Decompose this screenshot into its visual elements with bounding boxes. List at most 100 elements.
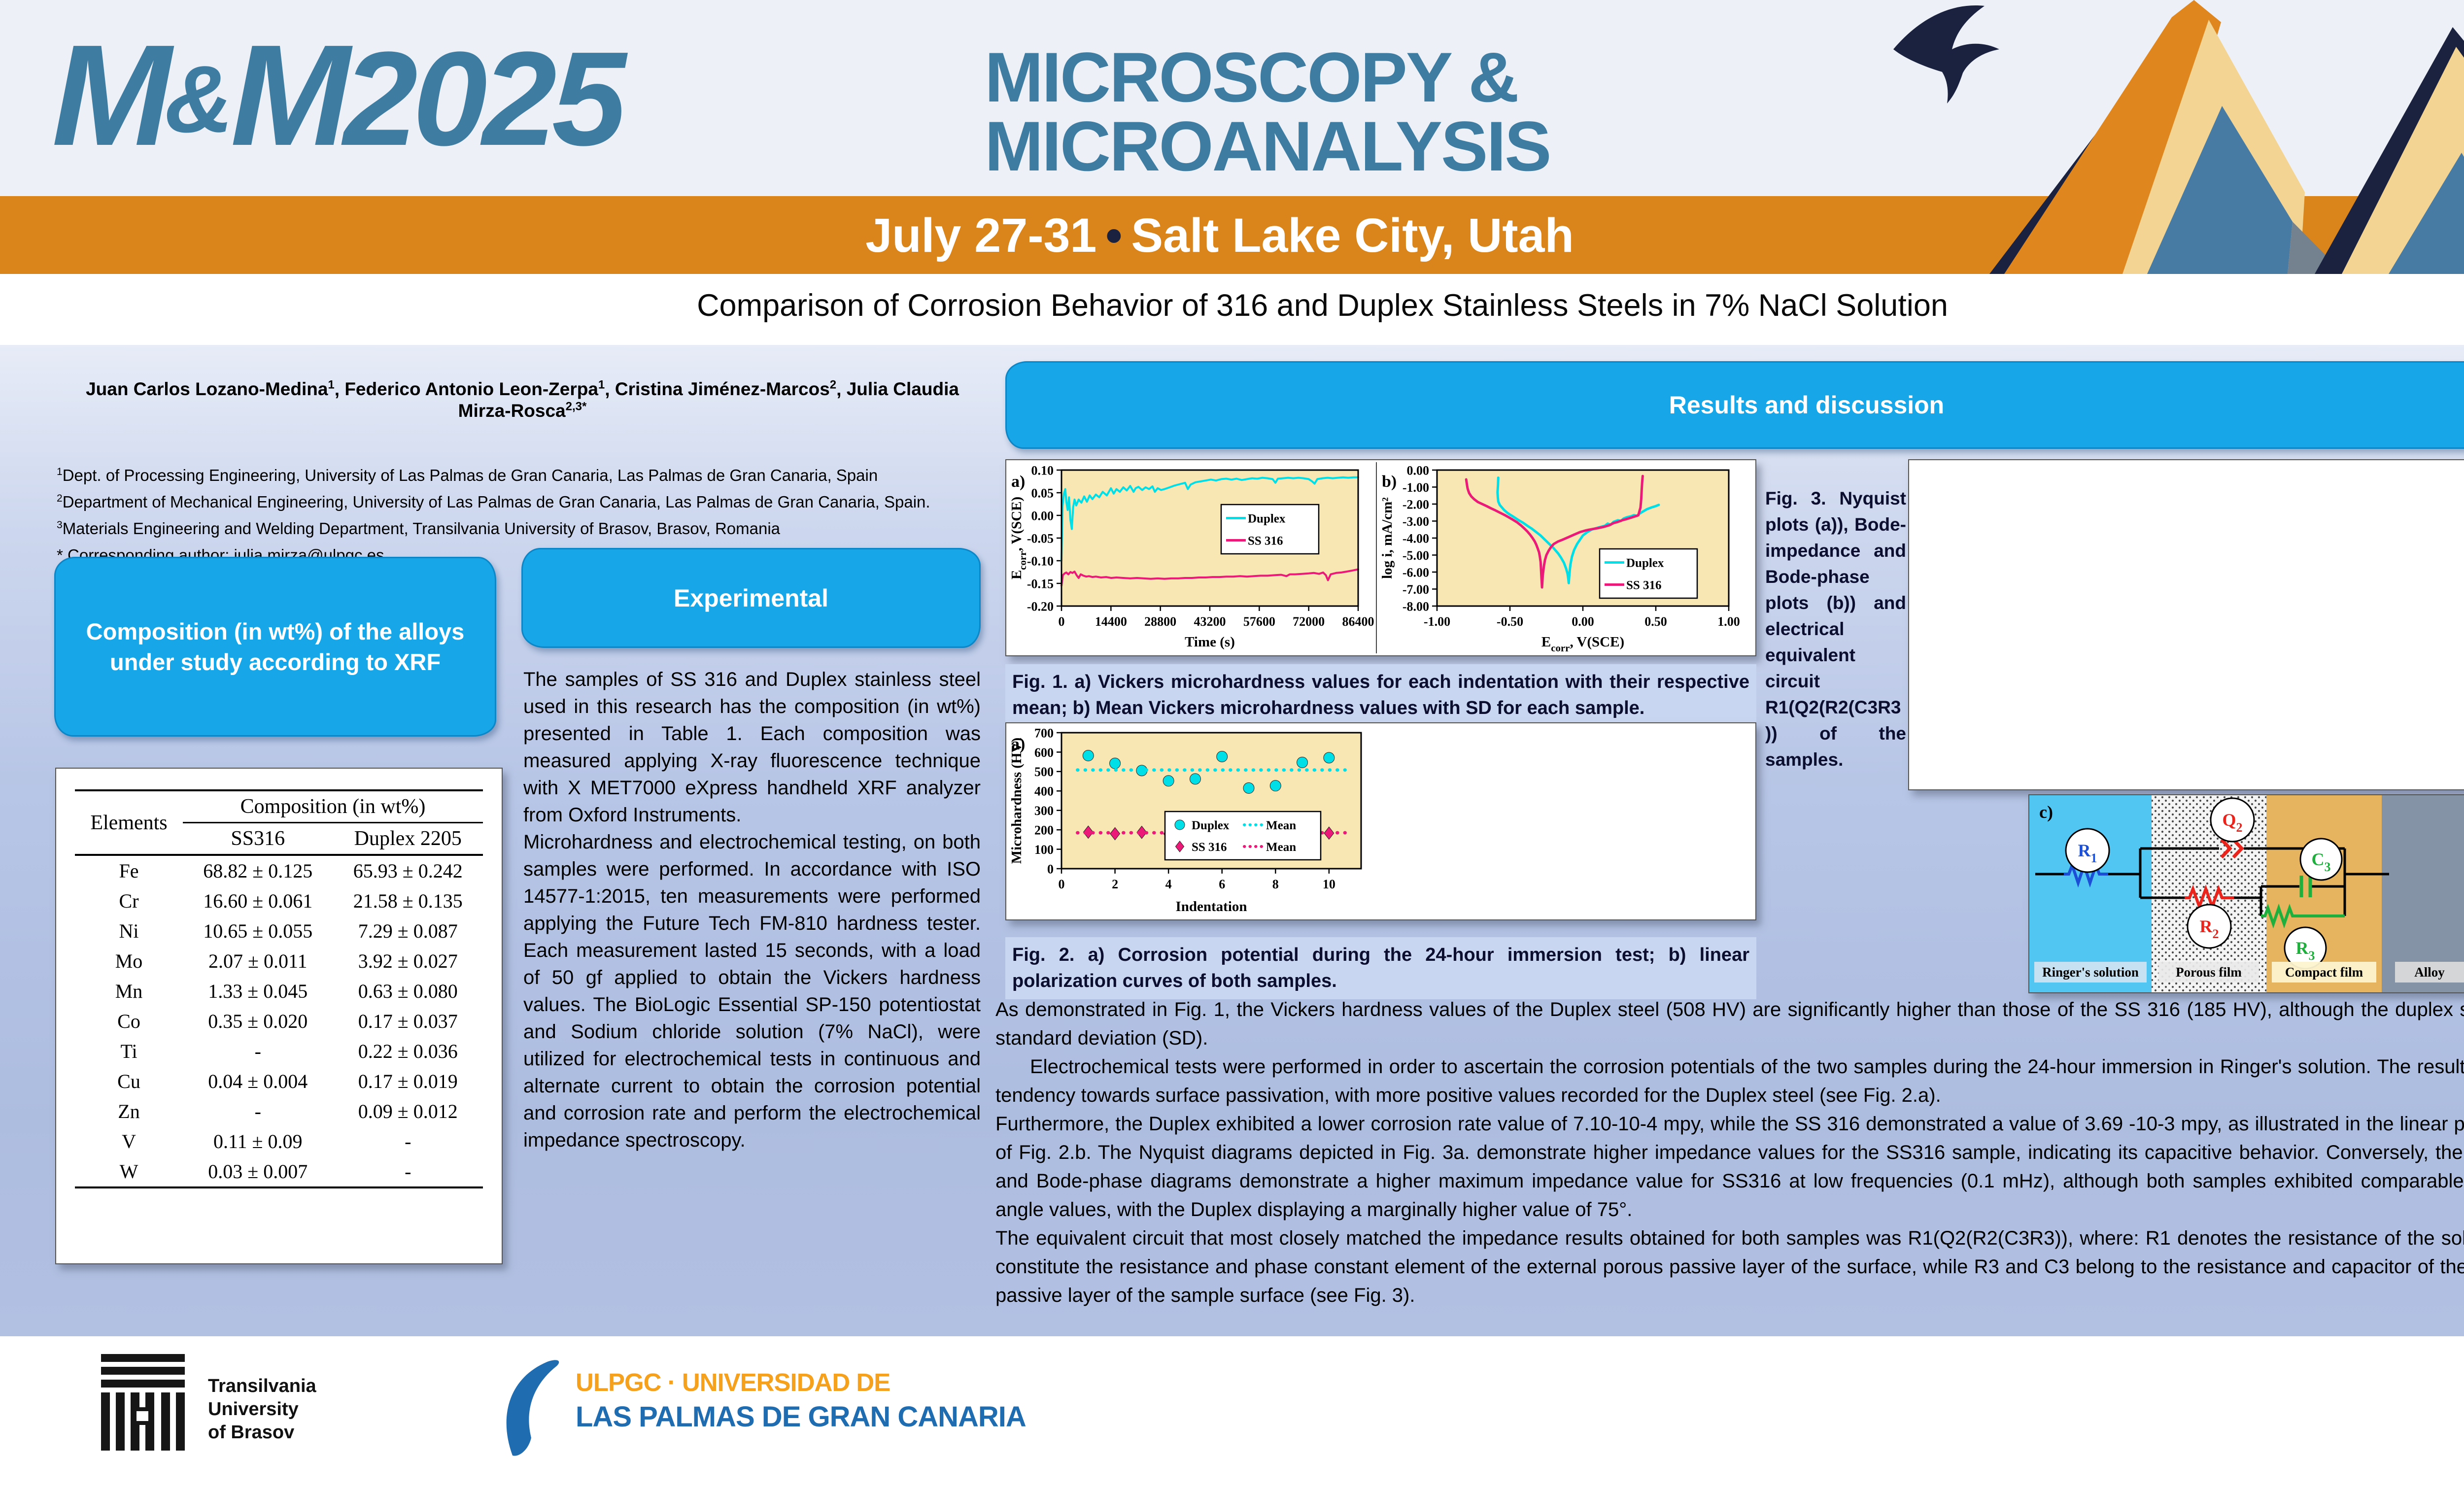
author: Julia Claudia Mirza-Rosca2,3*	[458, 379, 959, 421]
svg-text:-4.00: -4.00	[1403, 531, 1429, 545]
resistor-r2	[2185, 884, 2234, 911]
affiliation-2: 2Department of Mechanical Engineering, U…	[57, 493, 930, 511]
circuit-tag: c)	[2039, 802, 2053, 822]
conference-dates: July 27-31	[865, 208, 1097, 262]
ulpgc-name-bottom: LAS PALMAS DE GRAN CANARIA	[576, 1401, 1027, 1433]
svg-text:1.00: 1.00	[1717, 614, 1740, 629]
capacitor-c3	[2299, 876, 2312, 897]
table-row: Fe 68.82 ± 0.125 65.93 ± 0.242	[119, 860, 463, 882]
figure3-caption: Fig. 3. Nyquist plots (a)), Bode-impedan…	[1765, 488, 1906, 770]
svg-text:Duplex: Duplex	[1626, 557, 1664, 570]
composition-section-header: Composition (in wt%) of the alloys under…	[54, 557, 496, 737]
svg-text:700: 700	[1034, 726, 1054, 740]
svg-text:-7.00: -7.00	[1403, 582, 1429, 597]
svg-text:200: 200	[1034, 823, 1054, 838]
svg-text:Ecorr, V(SCE): Ecorr, V(SCE)	[1009, 497, 1028, 579]
logo-m1: M	[52, 15, 171, 175]
transilvania-university-name: Transilvania University of Brasov	[208, 1376, 316, 1443]
svg-text:600: 600	[1034, 745, 1054, 760]
svg-text:-0.10: -0.10	[1027, 554, 1054, 568]
svg-text:6: 6	[1219, 877, 1225, 891]
experimental-paragraph-2: Microhardness and electrochemical testin…	[523, 831, 981, 1151]
equivalent-circuit-diagram: R1 Q2 R2 C3 R3 Ringer's solution Porous …	[2029, 795, 2464, 992]
equivalent-circuit-panel: R1 Q2 R2 C3 R3 Ringer's solution Porous …	[2028, 794, 2464, 993]
svg-text:R3: R3	[2296, 938, 2315, 963]
svg-text:8: 8	[1272, 877, 1279, 891]
mountains-graphic	[1893, 0, 2464, 274]
svg-text:SS 316: SS 316	[1192, 841, 1227, 854]
svg-text:R1: R1	[2078, 841, 2097, 865]
svg-text:-3.00: -3.00	[1403, 514, 1429, 529]
svg-text:a): a)	[1011, 735, 1025, 753]
table-row: Co 0.35 ± 0.020 0.17 ± 0.037	[117, 1010, 458, 1032]
experimental-section-header: Experimental	[521, 548, 981, 648]
figure1-panel: 0 14400 28800 43200 57600 72000 86400 0.10 0.05 0…	[1005, 459, 1756, 656]
table-header-duplex: Duplex 2205	[333, 822, 483, 856]
logo-year: 2025	[343, 24, 626, 173]
svg-text:0.05: 0.05	[1031, 486, 1054, 500]
conference-title-line2: MICROANALYSIS	[985, 107, 1552, 186]
figure2-caption: Fig. 2. a) Corrosion potential during th…	[1005, 937, 1756, 999]
svg-text:28800: 28800	[1144, 614, 1176, 629]
svg-text:72000: 72000	[1293, 614, 1325, 629]
eagle-icon	[1893, 5, 1999, 103]
svg-text:-0.05: -0.05	[1027, 531, 1054, 545]
discussion-paragraph-1: As demonstrated in Fig. 1, the Vickers h…	[995, 999, 2464, 1049]
svg-text:-5.00: -5.00	[1403, 548, 1429, 563]
title-band	[0, 274, 2464, 345]
table-row: Mn 1.33 ± 0.045 0.63 ± 0.080	[115, 980, 458, 1002]
fig1a-corrosion-potential-chart: 0 14400 28800 43200 57600 72000 86400 0.10 0.05 0…	[1006, 462, 1376, 653]
zone-compact-film	[2266, 795, 2382, 992]
discussion-paragraph-3: Furthermore, the Duplex exhibited a lowe…	[995, 1113, 2464, 1220]
svg-text:300: 300	[1034, 804, 1054, 818]
resistor-r3	[2261, 903, 2345, 929]
logo-ampersand: &	[165, 46, 233, 152]
svg-text:b): b)	[1382, 473, 1397, 491]
conference-location: Salt Lake City, Utah	[1131, 208, 1574, 262]
svg-text:Mean: Mean	[1266, 819, 1296, 832]
svg-text:400: 400	[1034, 784, 1054, 799]
svg-text:-0.20: -0.20	[1027, 599, 1054, 613]
table-row: Cr 16.60 ± 0.061 21.58 ± 0.135	[119, 890, 463, 912]
svg-text:SS 316: SS 316	[1248, 535, 1283, 548]
footer	[0, 1336, 2464, 1490]
author: Juan Carlos Lozano-Medina1	[86, 378, 335, 400]
svg-text:43200: 43200	[1194, 614, 1226, 629]
transilvania-university-logo-icon	[101, 1354, 185, 1451]
author: Cristina Jiménez-Marcos2	[615, 378, 837, 400]
cpe-q2	[2220, 838, 2244, 859]
mm2025-logo: M&M2025	[52, 14, 626, 181]
discussion-paragraph-4: The equivalent circuit that most closely…	[995, 1227, 2464, 1306]
svg-text:57600: 57600	[1243, 614, 1275, 629]
svg-text:500: 500	[1034, 765, 1054, 779]
svg-text:10: 10	[1323, 877, 1335, 891]
svg-text:0.10: 0.10	[1031, 463, 1054, 477]
svg-text:Q2: Q2	[2222, 810, 2242, 835]
svg-text:SS 316: SS 316	[1626, 579, 1662, 592]
fig1b-polarization-chart: -1.00 -0.50 0.00 0.50 1.00 0.00 -1.00 -2.00 -3.0…	[1376, 462, 1746, 654]
svg-text:a): a)	[1011, 473, 1025, 491]
svg-text:C3: C3	[2312, 849, 2331, 874]
table-row: Ti -0.22 ± 0.036	[120, 1040, 458, 1062]
svg-text:-0.15: -0.15	[1027, 576, 1054, 591]
svg-text:0.00: 0.00	[1407, 463, 1430, 477]
svg-text:-8.00: -8.00	[1403, 599, 1429, 613]
authors-line: Juan Carlos Lozano-Medina1, Federico Ant…	[86, 378, 959, 421]
svg-text:log i, mA/cm²: log i, mA/cm²	[1379, 497, 1395, 579]
svg-text:Porous film: Porous film	[2176, 965, 2242, 980]
svg-text:86400: 86400	[1342, 614, 1374, 629]
zone-ringers-solution	[2029, 795, 2152, 992]
conference-banner: M&M2025 MICROSCOPY & MICROANALYSIS July …	[0, 0, 2464, 274]
discussion-paragraph-2: Electrochemical tests were performed in …	[995, 1056, 2464, 1106]
circuit-element-labels: R1 Q2 R2 C3 R3	[2065, 797, 2343, 970]
table-header-group: Composition (in wt%)	[183, 789, 483, 823]
table-header-ss316: SS316	[183, 822, 333, 856]
affiliation-1: 1Dept. of Processing Engineering, Univer…	[57, 466, 878, 484]
svg-text:4: 4	[1165, 877, 1172, 891]
bullet-separator: •	[1105, 208, 1123, 262]
svg-text:Compact film: Compact film	[2285, 965, 2363, 980]
svg-text:Time (s): Time (s)	[1185, 634, 1235, 650]
table-row: V 0.11 ± 0.09-	[122, 1130, 411, 1152]
svg-text:0: 0	[1059, 614, 1065, 629]
figure3-panel	[1908, 459, 2464, 790]
